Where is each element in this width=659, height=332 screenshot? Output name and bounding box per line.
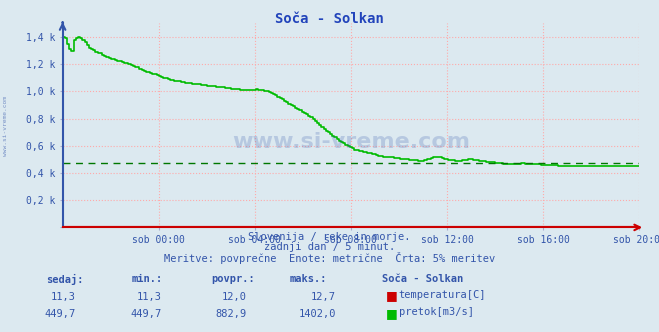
Text: www.si-vreme.com: www.si-vreme.com <box>3 96 8 156</box>
Text: 11,3: 11,3 <box>51 292 76 302</box>
Text: 1402,0: 1402,0 <box>299 309 336 319</box>
Text: maks.:: maks.: <box>290 274 328 284</box>
Text: 882,9: 882,9 <box>216 309 247 319</box>
Text: pretok[m3/s]: pretok[m3/s] <box>399 307 474 317</box>
Text: Slovenija / reke in morje.: Slovenija / reke in morje. <box>248 232 411 242</box>
Text: 12,7: 12,7 <box>311 292 336 302</box>
Text: povpr.:: povpr.: <box>211 274 254 284</box>
Text: Soča - Solkan: Soča - Solkan <box>382 274 463 284</box>
Text: Meritve: povprečne  Enote: metrične  Črta: 5% meritev: Meritve: povprečne Enote: metrične Črta:… <box>164 252 495 264</box>
Text: 11,3: 11,3 <box>136 292 161 302</box>
Text: 12,0: 12,0 <box>222 292 247 302</box>
Text: 449,7: 449,7 <box>130 309 161 319</box>
Text: www.si-vreme.com: www.si-vreme.com <box>232 132 470 152</box>
Text: ■: ■ <box>386 290 397 302</box>
Text: Soča - Solkan: Soča - Solkan <box>275 12 384 26</box>
Text: zadnji dan / 5 minut.: zadnji dan / 5 minut. <box>264 242 395 252</box>
Text: ■: ■ <box>386 307 397 320</box>
Text: temperatura[C]: temperatura[C] <box>399 290 486 299</box>
Text: min.:: min.: <box>132 274 163 284</box>
Text: sedaj:: sedaj: <box>46 274 84 285</box>
Text: 449,7: 449,7 <box>45 309 76 319</box>
